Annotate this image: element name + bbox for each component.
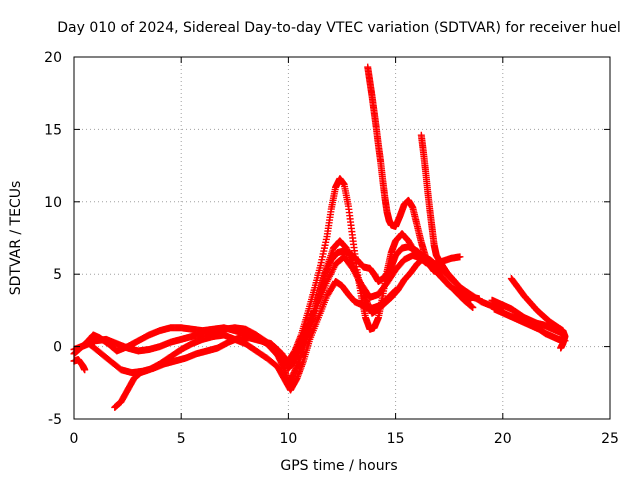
x-tick-label: 15 xyxy=(387,431,405,447)
x-tick-label: 5 xyxy=(177,431,186,447)
y-tick-label: 15 xyxy=(44,122,62,138)
y-tick-label: 20 xyxy=(44,50,62,66)
series-track-e xyxy=(284,175,464,365)
series-track-k xyxy=(70,356,89,374)
y-tick-label: 5 xyxy=(53,267,62,283)
series-track-j xyxy=(507,275,569,352)
data-point xyxy=(469,304,477,312)
x-tick-label: 25 xyxy=(601,431,619,447)
plot-frame xyxy=(73,56,611,420)
series-track-h xyxy=(488,296,567,338)
data-layer xyxy=(70,63,569,411)
data-point xyxy=(557,344,565,352)
x-tick-label: 0 xyxy=(70,431,79,447)
x-axis-label: GPS time / hours xyxy=(280,458,397,474)
series-track-d xyxy=(111,277,400,411)
y-axis-label: SDTVAR / TECUs xyxy=(8,181,24,296)
data-point xyxy=(81,366,89,374)
series-track-f xyxy=(364,63,438,275)
data-point xyxy=(391,287,399,295)
tick-layer: 0 5 10 15 20 25 -5 0 5 10 15 20 xyxy=(44,50,619,447)
data-point xyxy=(475,295,483,303)
chart-title: Day 010 of 2024, Sidereal Day-to-day VTE… xyxy=(57,20,620,36)
series-track-i xyxy=(490,305,569,345)
y-tick-label: 0 xyxy=(53,340,62,356)
x-tick-label: 20 xyxy=(494,431,512,447)
x-tick-label: 10 xyxy=(279,431,297,447)
data-point xyxy=(456,253,464,261)
y-tick-label: 10 xyxy=(44,195,62,211)
data-point xyxy=(468,303,476,311)
series-track-g xyxy=(417,131,483,303)
data-point xyxy=(392,286,400,294)
data-point xyxy=(430,267,438,275)
y-tick-label: -5 xyxy=(48,412,62,428)
